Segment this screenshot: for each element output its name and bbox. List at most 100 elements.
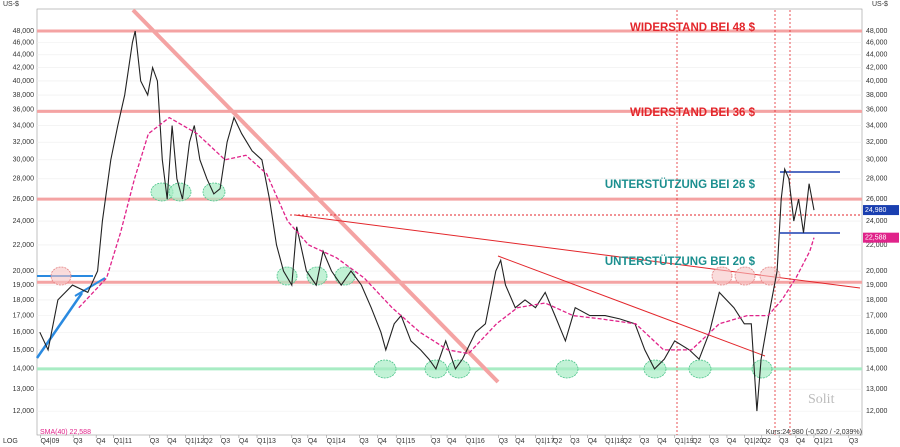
- x-tick-label: Q1|16: [466, 438, 485, 445]
- x-tick-label: Q4: [588, 438, 597, 445]
- annotation: WIDERSTAND BEI 36 $: [630, 107, 756, 119]
- y-tick-label: 36,000: [866, 107, 888, 114]
- y-tick-label: 40,000: [13, 78, 35, 85]
- y-tick-label: 16,000: [13, 329, 35, 336]
- x-tick-label: Q4: [377, 438, 386, 445]
- x-tick-label: Q1|17: [535, 438, 554, 445]
- x-tick-label: Q3: [150, 438, 159, 445]
- sma-line: [78, 116, 815, 355]
- y-tick-label: 15,000: [866, 347, 888, 354]
- marker: [50, 266, 72, 286]
- marker: [734, 266, 756, 286]
- quote: Kurs:24,980 (-0,520 / -2,039%): [766, 429, 862, 436]
- x-tick-label: Q1|14: [327, 438, 346, 445]
- y-tick-label: 22,000: [866, 242, 888, 249]
- y-tick-label: 32,000: [13, 139, 35, 146]
- x-tick-label: Q1|21: [814, 438, 833, 445]
- marker: [202, 182, 226, 202]
- y-tick-label: 34,000: [866, 122, 888, 129]
- unit-label: US-$: [3, 1, 19, 8]
- y-tick-label: 28,000: [13, 176, 35, 183]
- y-tick-label: 13,000: [13, 386, 35, 393]
- x-tick-label: Q2: [203, 438, 212, 445]
- drawings: [35, 8, 862, 435]
- y-tick-label: 48,000: [13, 28, 35, 35]
- marker: [711, 266, 733, 286]
- y-tick-label: 17,000: [866, 312, 888, 319]
- x-tick-label: Q1|19: [675, 438, 694, 445]
- y-tick-label: 32,000: [866, 139, 888, 146]
- x-tick-label: Q4: [657, 438, 666, 445]
- y-tick-label: 17,000: [13, 312, 35, 319]
- x-tick-label: Q3: [640, 438, 649, 445]
- marker: [555, 359, 579, 379]
- unit-label: US-$: [872, 1, 888, 8]
- sma-legend: SMA(40) 22,588: [40, 429, 91, 436]
- y-tick-label: 38,000: [866, 92, 888, 99]
- y-tick-label: 20,000: [13, 268, 35, 275]
- x-tick-label: Q3: [710, 438, 719, 445]
- x-tick-label: Q3: [292, 438, 301, 445]
- marker: [306, 266, 328, 286]
- y-tick-label: 26,000: [866, 196, 888, 203]
- x-tick-label: Q4: [727, 438, 736, 445]
- y-tick-label: 34,000: [13, 122, 35, 129]
- price-badge: [863, 232, 899, 243]
- x-tick-label: Q3: [849, 438, 858, 445]
- trendline: [35, 292, 84, 359]
- y-tick-label: 16,000: [866, 329, 888, 336]
- y-tick-label: 24,000: [13, 218, 35, 225]
- y-tick-label: 44,000: [13, 52, 35, 59]
- x-tick-label: Q2: [692, 438, 701, 445]
- x-tick-label: Q4: [167, 438, 176, 445]
- price-line: [39, 30, 815, 412]
- y-tick-label: 18,000: [866, 297, 888, 304]
- y-tick-label: 19,000: [866, 282, 888, 289]
- marker: [688, 359, 712, 379]
- x-tick-label: Q3: [779, 438, 788, 445]
- x-tick-label: Q2: [623, 438, 632, 445]
- x-tick-label: Q4: [447, 438, 456, 445]
- x-tick-label: Q4|09: [40, 438, 59, 445]
- y-tick-label: 30,000: [13, 157, 35, 164]
- x-tick-label: Q3: [73, 438, 82, 445]
- x-tick-label: Q4: [796, 438, 805, 445]
- y-tick-label: 40,000: [866, 78, 888, 85]
- y-tick-label: 13,000: [866, 386, 888, 393]
- y-tick-label: 12,000: [866, 408, 888, 415]
- price-badge-label: 22,588: [865, 235, 887, 242]
- y-tick-label: 22,000: [13, 242, 35, 249]
- x-tick-label: Q4: [308, 438, 317, 445]
- y-tick-label: 14,000: [13, 366, 35, 373]
- plot-frame: [36, 8, 863, 436]
- price-badge: [863, 205, 899, 216]
- x-tick-label: Q4: [515, 438, 524, 445]
- y-tick-label: 42,000: [866, 64, 888, 71]
- x-tick-label: Q4: [239, 438, 248, 445]
- x-tick-label: Q1|11: [114, 438, 133, 445]
- x-tick-label: Q1|18: [605, 438, 624, 445]
- x-tick-label: Q1|15: [396, 438, 415, 445]
- y-tick-label: 30,000: [866, 157, 888, 164]
- trendline: [131, 8, 500, 384]
- y-tick-label: 46,000: [866, 39, 888, 46]
- x-tick-label: Q3: [499, 438, 508, 445]
- annotation: UNTERSTÜTZUNG BEI 26 $: [605, 178, 756, 191]
- marker: [447, 359, 471, 379]
- y-tick-label: 38,000: [13, 92, 35, 99]
- y-tick-label: 48,000: [866, 28, 888, 35]
- x-tick-label: Q3: [221, 438, 230, 445]
- x-tick-label: Q1|20: [744, 438, 763, 445]
- x-tick-label: Q2: [762, 438, 771, 445]
- y-tick-label: 46,000: [13, 39, 35, 46]
- x-tick-label: Q3: [570, 438, 579, 445]
- trendline: [497, 255, 766, 357]
- x-tick-label: Q1|13: [257, 438, 276, 445]
- x-tick-label: Q1|12: [185, 438, 204, 445]
- marker: [751, 359, 773, 379]
- y-tick-label: 26,000: [13, 196, 35, 203]
- y-tick-label: 14,000: [866, 366, 888, 373]
- price-badge-label: 24,980: [865, 207, 887, 214]
- y-tick-label: 24,000: [866, 218, 888, 225]
